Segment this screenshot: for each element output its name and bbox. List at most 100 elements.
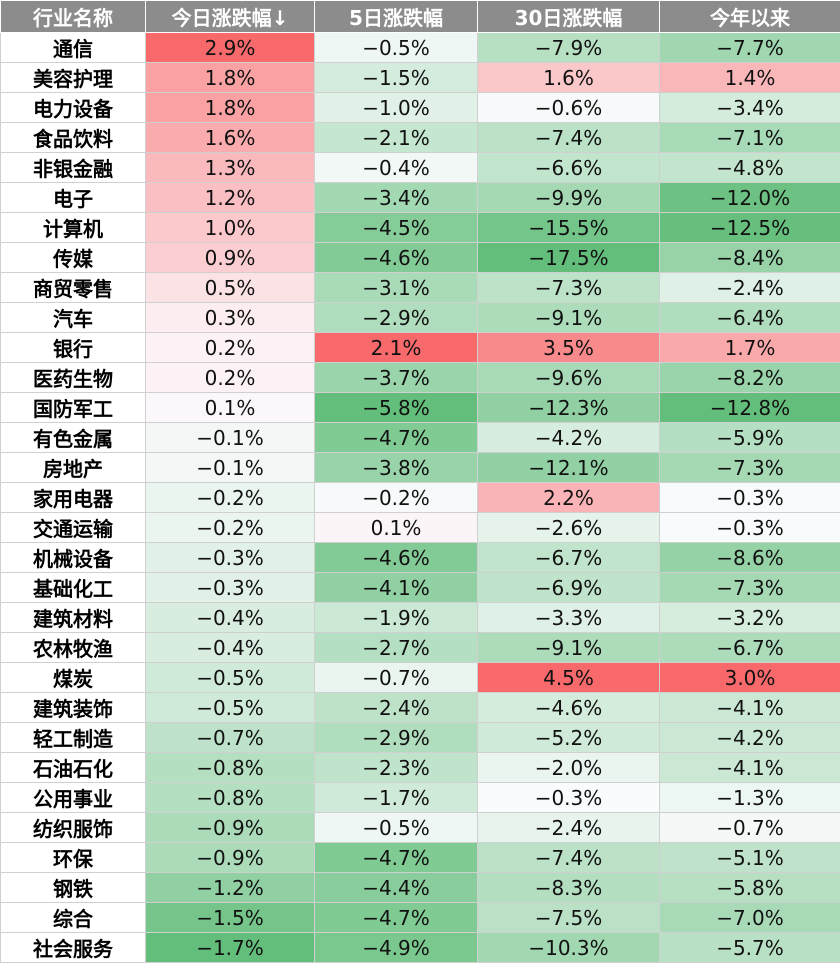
industry-name-cell: 食品饮料 bbox=[1, 123, 146, 153]
header-today-change[interactable]: 今日涨跌幅↓ bbox=[146, 1, 315, 33]
30day-change-cell: −12.3% bbox=[478, 393, 660, 423]
5day-change-cell: −3.1% bbox=[315, 273, 478, 303]
industry-name-cell: 电子 bbox=[1, 183, 146, 213]
header-industry-name[interactable]: 行业名称 bbox=[1, 1, 146, 33]
30day-change-cell: −5.2% bbox=[478, 723, 660, 753]
industry-name-cell: 纺织服饰 bbox=[1, 813, 146, 843]
ytd-change-cell: −8.6% bbox=[660, 543, 840, 573]
30day-change-cell: −7.4% bbox=[478, 123, 660, 153]
5day-change-cell: −3.7% bbox=[315, 363, 478, 393]
30day-change-cell: −2.4% bbox=[478, 813, 660, 843]
header-30day-change[interactable]: 30日涨跌幅 bbox=[478, 1, 660, 33]
30day-change-cell: −9.1% bbox=[478, 633, 660, 663]
30day-change-cell: −0.3% bbox=[478, 783, 660, 813]
industry-name-cell: 商贸零售 bbox=[1, 273, 146, 303]
table-row: 建筑材料−0.4%−1.9%−3.3%−3.2% bbox=[1, 603, 840, 633]
5day-change-cell: −0.2% bbox=[315, 483, 478, 513]
ytd-change-cell: −3.4% bbox=[660, 93, 840, 123]
industry-name-cell: 环保 bbox=[1, 843, 146, 873]
industry-name-cell: 医药生物 bbox=[1, 363, 146, 393]
30day-change-cell: −6.7% bbox=[478, 543, 660, 573]
30day-change-cell: −4.6% bbox=[478, 693, 660, 723]
industry-name-cell: 汽车 bbox=[1, 303, 146, 333]
today-change-cell: 1.2% bbox=[146, 183, 315, 213]
table-row: 建筑装饰−0.5%−2.4%−4.6%−4.1% bbox=[1, 693, 840, 723]
5day-change-cell: −4.5% bbox=[315, 213, 478, 243]
industry-name-cell: 社会服务 bbox=[1, 933, 146, 963]
ytd-change-cell: −5.1% bbox=[660, 843, 840, 873]
30day-change-cell: −6.6% bbox=[478, 153, 660, 183]
ytd-change-cell: −0.3% bbox=[660, 483, 840, 513]
5day-change-cell: −4.6% bbox=[315, 243, 478, 273]
30day-change-cell: −9.9% bbox=[478, 183, 660, 213]
5day-change-cell: −4.7% bbox=[315, 843, 478, 873]
today-change-cell: −1.5% bbox=[146, 903, 315, 933]
today-change-cell: −0.2% bbox=[146, 513, 315, 543]
5day-change-cell: −3.4% bbox=[315, 183, 478, 213]
header-5day-change[interactable]: 5日涨跌幅 bbox=[315, 1, 478, 33]
5day-change-cell: −2.7% bbox=[315, 633, 478, 663]
5day-change-cell: −4.7% bbox=[315, 423, 478, 453]
5day-change-cell: −2.3% bbox=[315, 753, 478, 783]
industry-name-cell: 煤炭 bbox=[1, 663, 146, 693]
industry-name-cell: 家用电器 bbox=[1, 483, 146, 513]
5day-change-cell: −2.1% bbox=[315, 123, 478, 153]
today-change-cell: −0.5% bbox=[146, 663, 315, 693]
5day-change-cell: −2.9% bbox=[315, 303, 478, 333]
5day-change-cell: −4.1% bbox=[315, 573, 478, 603]
ytd-change-cell: −1.3% bbox=[660, 783, 840, 813]
ytd-change-cell: −12.0% bbox=[660, 183, 840, 213]
ytd-change-cell: −12.8% bbox=[660, 393, 840, 423]
today-change-cell: −0.9% bbox=[146, 843, 315, 873]
30day-change-cell: −4.2% bbox=[478, 423, 660, 453]
30day-change-cell: −7.9% bbox=[478, 33, 660, 63]
5day-change-cell: −4.4% bbox=[315, 873, 478, 903]
today-change-cell: −0.8% bbox=[146, 753, 315, 783]
ytd-change-cell: −7.0% bbox=[660, 903, 840, 933]
30day-change-cell: −0.6% bbox=[478, 93, 660, 123]
table-row: 农林牧渔−0.4%−2.7%−9.1%−6.7% bbox=[1, 633, 840, 663]
table-row: 综合−1.5%−4.7%−7.5%−7.0% bbox=[1, 903, 840, 933]
table-row: 纺织服饰−0.9%−0.5%−2.4%−0.7% bbox=[1, 813, 840, 843]
today-change-cell: 0.3% bbox=[146, 303, 315, 333]
30day-change-cell: 1.6% bbox=[478, 63, 660, 93]
industry-name-cell: 非银金融 bbox=[1, 153, 146, 183]
header-ytd-change[interactable]: 今年以来 bbox=[660, 1, 840, 33]
industry-name-cell: 银行 bbox=[1, 333, 146, 363]
30day-change-cell: −9.1% bbox=[478, 303, 660, 333]
5day-change-cell: −3.8% bbox=[315, 453, 478, 483]
ytd-change-cell: −4.1% bbox=[660, 753, 840, 783]
30day-change-cell: −3.3% bbox=[478, 603, 660, 633]
ytd-change-cell: −7.3% bbox=[660, 453, 840, 483]
industry-name-cell: 轻工制造 bbox=[1, 723, 146, 753]
table-row: 有色金属−0.1%−4.7%−4.2%−5.9% bbox=[1, 423, 840, 453]
industry-name-cell: 传媒 bbox=[1, 243, 146, 273]
5day-change-cell: −1.5% bbox=[315, 63, 478, 93]
table-row: 轻工制造−0.7%−2.9%−5.2%−4.2% bbox=[1, 723, 840, 753]
ytd-change-cell: −6.7% bbox=[660, 633, 840, 663]
30day-change-cell: 4.5% bbox=[478, 663, 660, 693]
today-change-cell: −0.1% bbox=[146, 453, 315, 483]
30day-change-cell: −6.9% bbox=[478, 573, 660, 603]
5day-change-cell: −2.9% bbox=[315, 723, 478, 753]
5day-change-cell: −2.4% bbox=[315, 693, 478, 723]
industry-name-cell: 建筑装饰 bbox=[1, 693, 146, 723]
today-change-cell: −1.2% bbox=[146, 873, 315, 903]
ytd-change-cell: −5.7% bbox=[660, 933, 840, 963]
today-change-cell: 1.0% bbox=[146, 213, 315, 243]
today-change-cell: 0.9% bbox=[146, 243, 315, 273]
30day-change-cell: −10.3% bbox=[478, 933, 660, 963]
today-change-cell: 1.3% bbox=[146, 153, 315, 183]
5day-change-cell: −1.0% bbox=[315, 93, 478, 123]
today-change-cell: 0.2% bbox=[146, 333, 315, 363]
industry-name-cell: 综合 bbox=[1, 903, 146, 933]
